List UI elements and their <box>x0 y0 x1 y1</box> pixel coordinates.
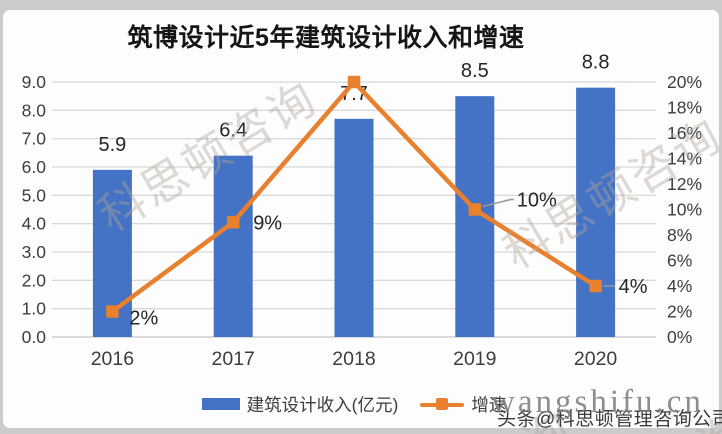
left-axis-tick: 6.0 <box>22 157 47 177</box>
left-axis-tick: 7.0 <box>22 129 47 149</box>
right-axis-tick: 2% <box>667 302 692 322</box>
legend-item-revenue: 建筑设计收入(亿元) <box>201 392 399 417</box>
bar-data-label: 8.8 <box>582 52 610 74</box>
x-axis-label: 2020 <box>574 348 618 370</box>
chart-legend: 建筑设计收入(亿元) 增速 <box>0 392 708 416</box>
data-label-leader-line <box>482 198 514 208</box>
line-marker-2017 <box>226 216 240 229</box>
legend-line-swatch-icon <box>420 397 465 411</box>
left-axis-tick: 0.0 <box>22 327 47 347</box>
line-marker-2020 <box>589 279 602 293</box>
legend-label-growth: 增速 <box>471 394 507 415</box>
line-marker-2018 <box>347 75 361 89</box>
right-axis-tick: 0% <box>667 327 692 347</box>
x-axis-label: 2016 <box>91 348 134 370</box>
left-axis-tick: 3.0 <box>22 242 47 262</box>
left-axis-tick: 8.0 <box>22 100 47 120</box>
chart-title: 筑博设计近5年建筑设计收入和增速 <box>127 24 525 52</box>
right-axis-tick: 8% <box>667 225 692 245</box>
bar-data-label: 6.4 <box>219 120 247 142</box>
x-axis-label: 2018 <box>332 348 375 370</box>
right-axis-tick: 6% <box>667 251 692 271</box>
legend-item-growth: 增速 <box>420 392 506 417</box>
right-axis-tick: 14% <box>667 149 702 169</box>
left-axis-tick: 1.0 <box>22 299 47 319</box>
line-data-label: 2% <box>129 308 158 330</box>
bar-data-label: 5.9 <box>98 134 126 156</box>
line-data-label: 10% <box>517 190 557 212</box>
bar-2018 <box>334 118 374 337</box>
bar-2017 <box>213 155 253 337</box>
right-axis-tick: 10% <box>667 200 702 220</box>
x-axis-label: 2017 <box>212 348 255 370</box>
right-axis-tick: 20% <box>667 72 702 92</box>
bar-data-label: 8.5 <box>461 60 489 82</box>
legend-line-marker <box>436 397 449 410</box>
line-marker-2019 <box>468 203 482 216</box>
x-axis-label: 2019 <box>453 348 496 370</box>
left-axis-tick: 5.0 <box>22 185 47 205</box>
line-data-label: 4% <box>619 276 648 298</box>
line-data-label: 9% <box>253 212 282 234</box>
right-axis-tick: 12% <box>667 174 702 194</box>
legend-label-revenue: 建筑设计收入(亿元) <box>246 394 399 415</box>
right-axis-tick: 18% <box>667 98 702 118</box>
left-axis-tick: 4.0 <box>22 214 47 234</box>
right-axis-tick: 16% <box>667 123 702 143</box>
bar-2020 <box>576 87 616 338</box>
left-axis-tick: 9.0 <box>22 72 47 92</box>
legend-bar-swatch-icon <box>201 398 240 410</box>
left-axis-tick: 2.0 <box>22 270 47 290</box>
line-marker-2016 <box>106 305 119 318</box>
right-axis-tick: 4% <box>667 276 692 296</box>
